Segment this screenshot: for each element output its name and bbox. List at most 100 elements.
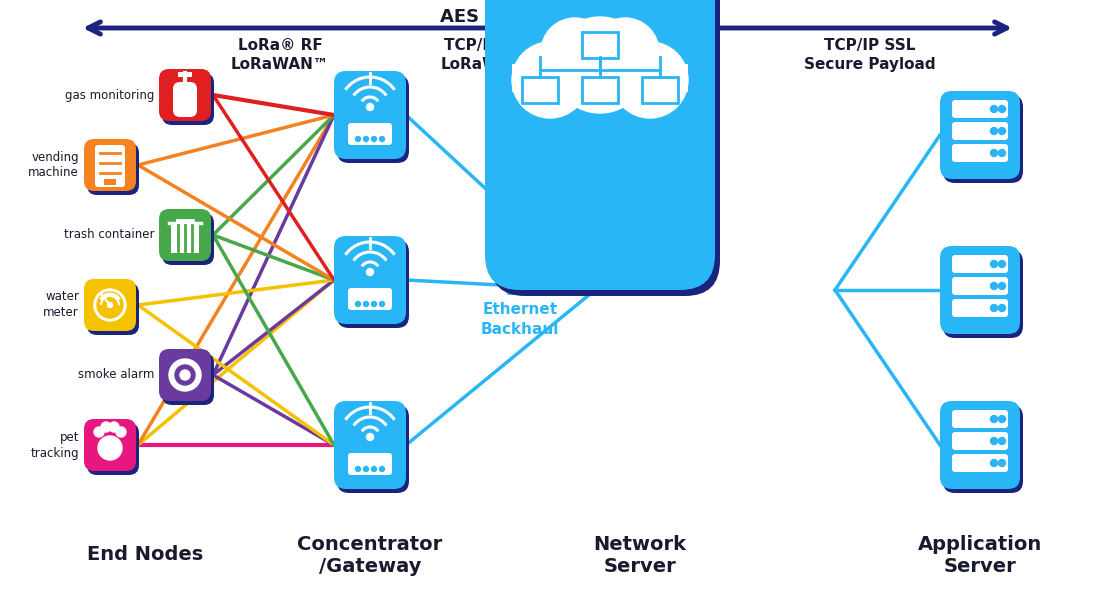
FancyBboxPatch shape <box>348 453 392 475</box>
Circle shape <box>990 105 998 113</box>
FancyBboxPatch shape <box>159 349 211 401</box>
FancyBboxPatch shape <box>95 145 125 187</box>
Text: LoRa® RF
LoRaWAN™: LoRa® RF LoRaWAN™ <box>231 38 329 72</box>
Circle shape <box>356 137 361 141</box>
FancyBboxPatch shape <box>334 71 406 159</box>
FancyBboxPatch shape <box>348 123 392 145</box>
Circle shape <box>999 459 1005 467</box>
Circle shape <box>999 283 1005 289</box>
Circle shape <box>366 104 373 110</box>
Circle shape <box>990 304 998 311</box>
FancyBboxPatch shape <box>337 405 409 493</box>
Circle shape <box>98 436 123 460</box>
Circle shape <box>97 292 123 318</box>
FancyBboxPatch shape <box>940 401 1020 489</box>
Circle shape <box>380 467 384 471</box>
FancyBboxPatch shape <box>159 69 211 121</box>
FancyBboxPatch shape <box>943 95 1023 183</box>
Circle shape <box>999 304 1005 311</box>
Text: gas monitoring: gas monitoring <box>65 89 154 101</box>
Text: smoke alarm: smoke alarm <box>78 368 154 382</box>
Circle shape <box>372 467 376 471</box>
Text: AES Secured Payload: AES Secured Payload <box>441 8 653 26</box>
FancyBboxPatch shape <box>162 353 214 405</box>
FancyBboxPatch shape <box>952 277 1008 295</box>
FancyBboxPatch shape <box>485 0 715 290</box>
Circle shape <box>107 302 113 307</box>
Circle shape <box>990 416 998 422</box>
FancyBboxPatch shape <box>952 299 1008 317</box>
Circle shape <box>990 150 998 156</box>
FancyBboxPatch shape <box>943 405 1023 493</box>
FancyBboxPatch shape <box>334 236 406 324</box>
Text: water
meter: water meter <box>44 291 79 319</box>
Circle shape <box>612 42 688 118</box>
FancyBboxPatch shape <box>337 75 409 163</box>
Text: pet
tracking: pet tracking <box>31 431 79 459</box>
FancyBboxPatch shape <box>512 64 688 92</box>
FancyBboxPatch shape <box>348 288 392 310</box>
FancyBboxPatch shape <box>173 82 197 117</box>
FancyBboxPatch shape <box>159 209 211 261</box>
Circle shape <box>109 422 119 432</box>
Text: trash container: trash container <box>63 228 154 241</box>
FancyBboxPatch shape <box>84 139 136 191</box>
FancyBboxPatch shape <box>337 240 409 328</box>
FancyBboxPatch shape <box>162 213 214 265</box>
FancyBboxPatch shape <box>952 432 1008 450</box>
Text: Concentrator
/Gateway: Concentrator /Gateway <box>298 534 443 576</box>
Circle shape <box>999 416 1005 422</box>
FancyBboxPatch shape <box>178 72 193 77</box>
FancyBboxPatch shape <box>88 143 139 195</box>
Circle shape <box>999 437 1005 444</box>
FancyBboxPatch shape <box>490 0 720 296</box>
FancyBboxPatch shape <box>952 100 1008 118</box>
FancyBboxPatch shape <box>88 283 139 335</box>
Text: 3G/
Ethernet
Backhaul: 3G/ Ethernet Backhaul <box>480 283 559 337</box>
Circle shape <box>552 17 648 113</box>
Circle shape <box>356 467 361 471</box>
Circle shape <box>175 365 195 385</box>
FancyBboxPatch shape <box>952 255 1008 273</box>
Circle shape <box>990 128 998 135</box>
Circle shape <box>94 427 104 437</box>
Circle shape <box>999 150 1005 156</box>
Circle shape <box>363 467 369 471</box>
Circle shape <box>512 42 587 118</box>
Circle shape <box>999 261 1005 268</box>
FancyBboxPatch shape <box>943 250 1023 338</box>
Circle shape <box>380 137 384 141</box>
Circle shape <box>94 289 126 321</box>
FancyBboxPatch shape <box>84 279 136 331</box>
Circle shape <box>168 359 201 391</box>
Circle shape <box>990 283 998 289</box>
FancyBboxPatch shape <box>952 144 1008 162</box>
Text: vending
machine: vending machine <box>28 150 79 180</box>
Circle shape <box>999 128 1005 135</box>
FancyBboxPatch shape <box>84 419 136 471</box>
Circle shape <box>363 301 369 307</box>
Circle shape <box>366 268 373 276</box>
FancyBboxPatch shape <box>171 223 199 253</box>
FancyBboxPatch shape <box>940 246 1020 334</box>
Circle shape <box>372 137 376 141</box>
FancyBboxPatch shape <box>952 454 1008 472</box>
Circle shape <box>372 301 376 307</box>
Text: TCP/IP SSL
Secure Payload: TCP/IP SSL Secure Payload <box>804 38 935 72</box>
Circle shape <box>356 301 361 307</box>
Circle shape <box>363 137 369 141</box>
Circle shape <box>380 301 384 307</box>
FancyBboxPatch shape <box>334 401 406 489</box>
Circle shape <box>999 105 1005 113</box>
Text: TCP/IP SSL
LoRaWAN™: TCP/IP SSL LoRaWAN™ <box>441 38 539 72</box>
FancyBboxPatch shape <box>952 122 1008 140</box>
FancyBboxPatch shape <box>88 423 139 475</box>
Text: Application
Server: Application Server <box>918 534 1043 576</box>
FancyBboxPatch shape <box>940 91 1020 179</box>
Circle shape <box>591 18 659 86</box>
Circle shape <box>101 422 110 432</box>
Circle shape <box>990 437 998 444</box>
Circle shape <box>366 434 373 440</box>
Circle shape <box>990 459 998 467</box>
Circle shape <box>542 18 609 86</box>
